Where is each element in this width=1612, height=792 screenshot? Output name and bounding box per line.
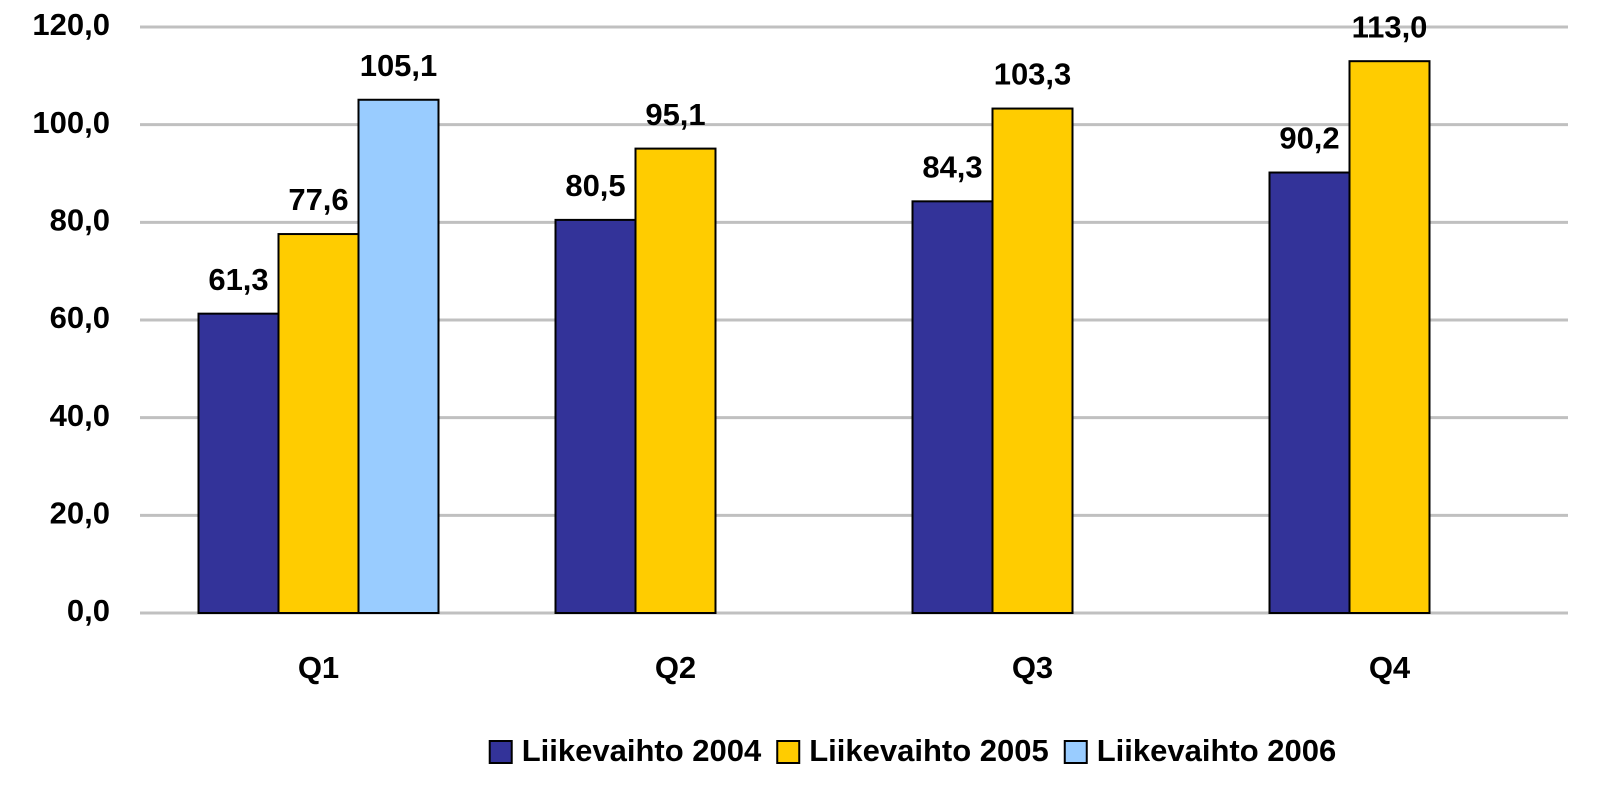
x-tick-label: Q2 xyxy=(655,650,696,685)
bar xyxy=(911,200,994,615)
data-label: 95,1 xyxy=(645,97,705,132)
data-label: 61,3 xyxy=(208,262,268,297)
data-label: 105,1 xyxy=(360,48,438,83)
data-label: 113,0 xyxy=(1352,9,1428,44)
data-label: 80,5 xyxy=(565,168,625,203)
bar xyxy=(991,107,1074,614)
y-tick-label: 40,0 xyxy=(50,398,110,433)
bar xyxy=(277,233,360,614)
bar xyxy=(554,218,637,614)
bar xyxy=(357,98,440,615)
data-label: 90,2 xyxy=(1279,121,1339,156)
legend-label: Liikevaihto 2005 xyxy=(809,733,1049,768)
y-tick-label: 60,0 xyxy=(50,300,110,335)
bar xyxy=(1348,60,1431,614)
data-label: 77,6 xyxy=(288,182,348,217)
y-tick-label: 20,0 xyxy=(50,496,110,531)
x-tick-label: Q4 xyxy=(1369,650,1411,685)
bar xyxy=(197,312,280,614)
y-tick-label: 100,0 xyxy=(32,105,110,140)
legend-label: Liikevaihto 2004 xyxy=(522,733,762,768)
legend-swatch xyxy=(488,740,513,764)
y-tick-label: 120,0 xyxy=(32,7,110,42)
data-label: 84,3 xyxy=(922,150,982,185)
legend-label: Liikevaihto 2006 xyxy=(1097,733,1337,768)
data-label: 103,3 xyxy=(994,57,1072,92)
bar xyxy=(1268,171,1351,614)
y-tick-label: 80,0 xyxy=(50,203,110,238)
y-tick-label: 0,0 xyxy=(67,593,110,628)
bar xyxy=(634,147,717,614)
x-tick-label: Q3 xyxy=(1012,650,1053,685)
x-tick-label: Q1 xyxy=(298,650,339,685)
legend-swatch xyxy=(1063,740,1088,764)
legend-swatch xyxy=(776,740,801,764)
